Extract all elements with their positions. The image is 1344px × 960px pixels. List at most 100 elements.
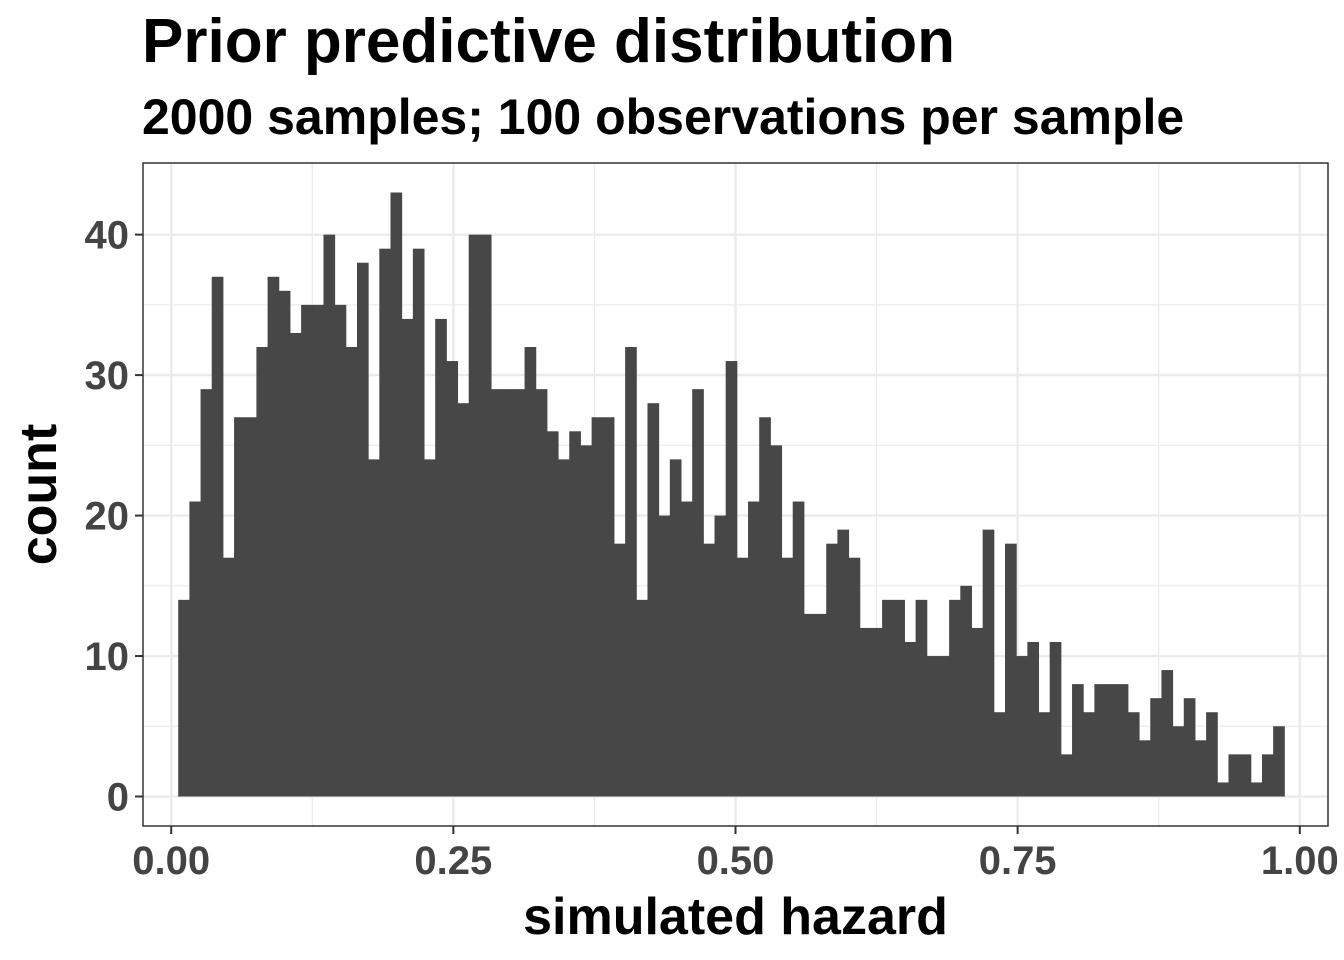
histogram-bar (714, 515, 727, 797)
x-tick-label: 1.00 (1261, 839, 1339, 883)
histogram-bar (535, 389, 548, 797)
histogram-bar (256, 347, 269, 797)
histogram-bar (289, 332, 302, 797)
histogram-bar (636, 599, 648, 797)
histogram-bar (647, 403, 660, 797)
histogram-bar (848, 557, 861, 797)
histogram-bar (781, 557, 794, 797)
histogram-bar (949, 599, 961, 797)
x-axis: 0.00 0.25 0.50 0.75 1.00 (132, 826, 1339, 883)
histogram-bar (1060, 754, 1073, 797)
histogram-bar (792, 501, 805, 797)
histogram-bar (625, 347, 637, 797)
y-tick-label: 0 (107, 776, 129, 820)
histogram-bar (491, 389, 503, 797)
histogram-bar (759, 417, 771, 797)
histogram-bar (211, 276, 224, 797)
histogram-bar (468, 234, 481, 797)
histogram-bar (1116, 684, 1129, 797)
histogram-bar (1105, 684, 1118, 797)
y-axis-title: count (10, 424, 68, 566)
histogram-bar (1005, 543, 1017, 797)
histogram-bar (815, 613, 827, 797)
histogram-bar (558, 459, 570, 797)
histogram-bar (368, 459, 380, 797)
histogram-bar (613, 543, 626, 797)
x-tick-label: 0.50 (697, 839, 775, 883)
histogram-bar (882, 599, 894, 797)
histogram-bar (524, 347, 537, 797)
histogram-bar (502, 389, 514, 797)
histogram-bar (1206, 712, 1218, 797)
histogram-bar (937, 656, 950, 797)
histogram-bar (222, 557, 235, 797)
histogram-bar (323, 234, 336, 797)
histogram-bar (189, 501, 202, 797)
histogram-bar (926, 656, 939, 797)
histogram-bar (1038, 712, 1051, 797)
histogram-bar (971, 627, 984, 797)
histogram-bar (1049, 641, 1062, 797)
histogram-bar (435, 318, 447, 797)
histogram-bar (982, 529, 995, 797)
histogram-bar (569, 431, 581, 797)
x-tick-label: 0.25 (414, 839, 492, 883)
histogram-bar (479, 234, 492, 797)
histogram-bar (669, 459, 682, 797)
histogram-bar (312, 304, 324, 797)
y-tick-label: 10 (85, 635, 130, 679)
chart-title: Prior predictive distribution (142, 7, 955, 76)
histogram-bar (870, 627, 883, 797)
histogram-bar (1239, 754, 1252, 797)
histogram-bar (1228, 754, 1241, 797)
histogram-bar (692, 389, 704, 797)
histogram-bar (960, 585, 972, 797)
histogram-bar (904, 641, 917, 797)
histogram-bar (680, 501, 693, 797)
chart-subtitle: 2000 samples; 100 observations per sampl… (142, 89, 1185, 145)
histogram-bar (513, 389, 526, 797)
y-tick-label: 20 (85, 495, 130, 539)
histogram-bar (1072, 684, 1084, 797)
y-tick-label: 40 (85, 214, 130, 258)
histogram-bar (658, 515, 671, 797)
histogram-bar (770, 445, 783, 797)
histogram-bar (412, 248, 425, 797)
histogram-bar (826, 543, 838, 797)
histogram-bar (748, 501, 760, 797)
histogram-bar (446, 361, 459, 797)
histogram-bar (915, 599, 928, 797)
histogram-bar (1261, 754, 1274, 797)
histogram-bar (1217, 782, 1229, 797)
histogram-bar (993, 712, 1006, 797)
histogram-bar (602, 417, 615, 797)
histogram-bar (401, 318, 414, 797)
y-axis: 0 10 20 30 40 (85, 214, 143, 820)
histogram-bar (1027, 641, 1040, 797)
histogram-bar (803, 613, 816, 797)
histogram-bar (1250, 782, 1263, 797)
histogram-bar (234, 417, 246, 797)
histogram-bar (457, 403, 470, 797)
histogram-bar (1127, 712, 1140, 797)
histogram-bar (1083, 712, 1095, 797)
histogram-bar (301, 304, 313, 797)
histogram-bar (267, 276, 280, 797)
histogram-bar (379, 248, 391, 797)
histogram-bar (1172, 726, 1185, 797)
histogram-bar (278, 290, 291, 797)
histogram-bar (178, 599, 190, 797)
histogram-bar (1094, 684, 1107, 797)
histogram-bar (390, 192, 403, 797)
histogram-bar (1150, 698, 1162, 797)
histogram-bars (178, 192, 1285, 797)
histogram-bar (893, 599, 905, 797)
histogram-bar (859, 627, 872, 797)
histogram-bar (200, 389, 213, 797)
histogram-bar (1183, 698, 1196, 797)
histogram-bar (1016, 656, 1028, 797)
histogram-bar (334, 304, 347, 797)
histogram-bar (580, 445, 593, 797)
histogram-bar (1139, 740, 1151, 797)
